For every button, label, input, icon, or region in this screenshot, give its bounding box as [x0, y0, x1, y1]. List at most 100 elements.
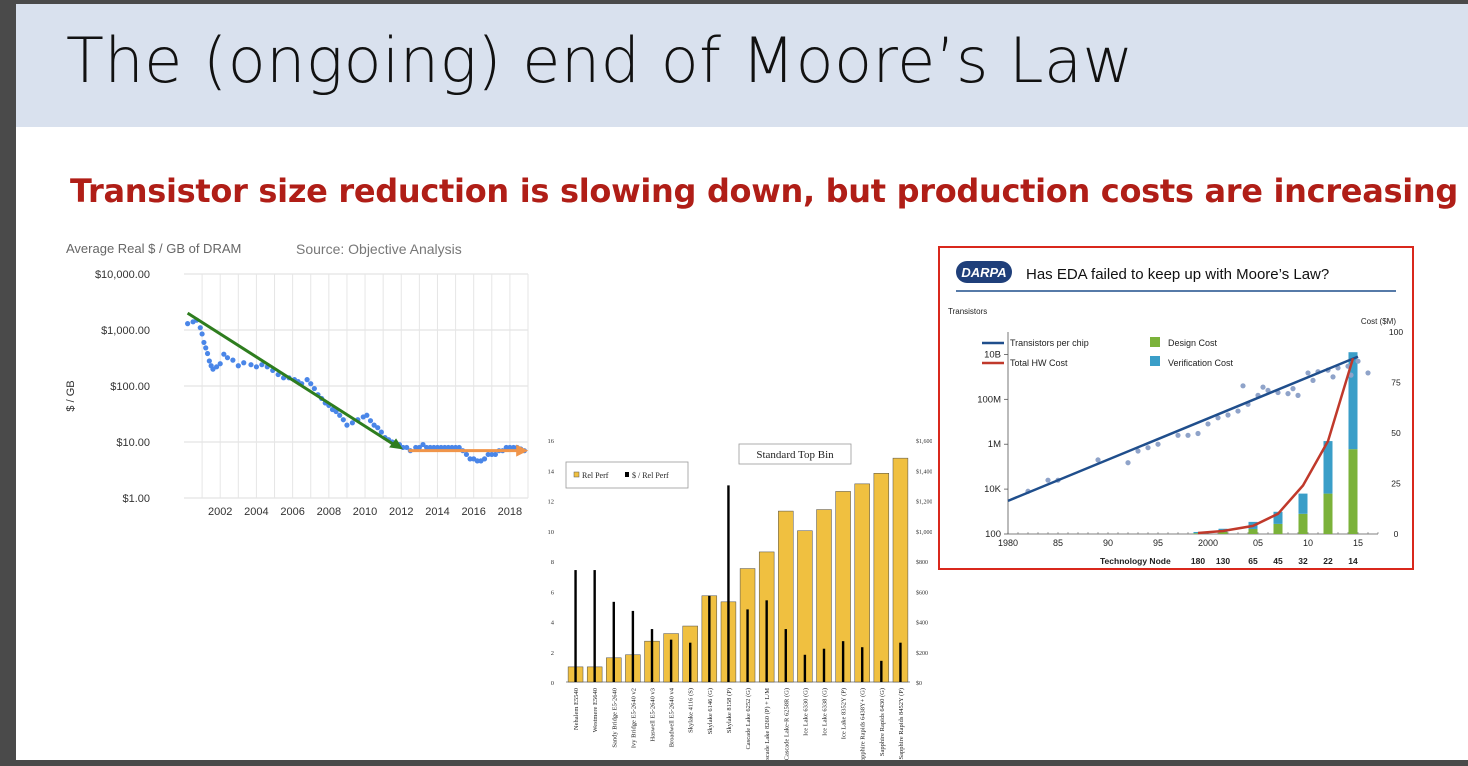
chart3-bar-design: [1193, 533, 1203, 534]
chart3-x-tick-label: 2000: [1198, 538, 1218, 548]
chart2-bar-dollar: [727, 485, 730, 682]
slide-title: The (ongoing) end of Moore’s Law: [66, 24, 1134, 97]
chart2-category-label: Ivy Bridge E5-2640 v2: [630, 688, 637, 748]
chart1-point: [185, 321, 191, 327]
chart1-point: [375, 425, 381, 431]
chart3-point: [1295, 392, 1301, 398]
chart1-point: [201, 339, 207, 346]
chart1-point: [445, 444, 451, 451]
chart2-category-label: Haswell E5-2640 v3: [650, 688, 657, 741]
chart1-ylabel: $ / GB: [65, 380, 77, 411]
chart1-x-tick-label: 2012: [389, 506, 413, 518]
chart1-grid: [184, 273, 529, 499]
chart2-bar-dollar: [822, 648, 826, 682]
chart1-point: [241, 360, 247, 366]
legend-swatch-design: [1150, 337, 1160, 347]
chart1-x-tick-label: 2016: [461, 506, 485, 518]
cpu-perf-chart: 0 2 4 6 8 10 12 14 16 $0 $200 $400 $600 $800 $1,000 $1…: [548, 438, 933, 760]
chart3-point: [1215, 415, 1221, 421]
chart3-bar-design: [1298, 513, 1308, 534]
chart3-point: [1265, 387, 1271, 394]
chart2-category-label: Skylake 6146 (G): [707, 688, 714, 734]
chart1-point: [248, 362, 254, 368]
chart3-line-transistors: [1007, 355, 1359, 503]
chart3-right-tick-label: 25: [1391, 479, 1401, 489]
chart3-bar-design: [1323, 493, 1333, 534]
chart2-bar-dollar: [689, 642, 692, 682]
chart3-x-tick-label: 85: [1053, 538, 1063, 548]
chart2-category-label: Ice Lake 8352Y (P): [841, 688, 848, 739]
chart3-point: [1195, 430, 1201, 437]
chart3-node-value: 130: [1216, 556, 1230, 566]
chart3-line-hwcost: [1197, 357, 1355, 535]
chart1-point: [349, 420, 355, 426]
chart1-point: [230, 357, 236, 363]
chart1-point: [463, 451, 470, 458]
chart1-point: [404, 444, 410, 451]
chart1-point: [442, 444, 448, 451]
chart2-bar-relperf: [873, 473, 890, 683]
chart3-node-label: Technology Node: [1100, 556, 1171, 566]
chart2-right-tick-label: $400: [916, 620, 928, 627]
chart1-point: [481, 456, 488, 462]
chart1-point: [221, 351, 227, 357]
chart3-bar-design: [1248, 528, 1258, 534]
chart2-category-label: Sapphire Rapids 6438Y+ (G): [860, 688, 867, 760]
chart1-point: [203, 345, 209, 351]
chart2-category-label: Skylake 8158 (P): [726, 688, 733, 733]
chart3-point: [1135, 448, 1141, 454]
chart1-y-ticks: $1.00 $10.00 $100.00 $1,000.00 $10,000.00: [95, 269, 150, 505]
chart1-point: [253, 364, 260, 370]
chart1-point: [434, 444, 441, 451]
chart1-point: [364, 412, 370, 418]
chart3-point: [1365, 370, 1371, 376]
chart2-category-label: Skylake 4116 (S): [688, 688, 695, 733]
chart3-bar-design: [1348, 449, 1358, 534]
chart2-category-label: Cascade Lake-R 6258R (G): [783, 688, 790, 760]
chart3-x-tick-label: 90: [1103, 538, 1113, 548]
chart3-left-tick-label: 1M: [988, 439, 1001, 450]
chart1-trend-down-arrowhead: [389, 438, 404, 450]
chart3-right-tick-label: 100: [1389, 327, 1403, 337]
chart3-right-axis-label: Cost ($M): [1361, 317, 1396, 326]
chart2-category-label: Cascade Lake 8260 (P) + L/M: [764, 688, 771, 760]
chart2-bar-dollar: [631, 610, 635, 682]
chart2-legend-swatch-dollar: [625, 472, 629, 477]
chart1-title: Average Real $ / GB of DRAM: [66, 241, 241, 256]
chart3-point: [1260, 384, 1266, 390]
chart3-node-value: 45: [1273, 556, 1283, 566]
chart1-point: [438, 444, 444, 451]
chart1-point: [510, 444, 517, 451]
chart1-y-tick-label: $10.00: [116, 437, 150, 449]
chart1-point: [304, 377, 310, 383]
chart3-point: [1310, 377, 1316, 383]
chart1-y-tick-label: $1,000.00: [101, 325, 150, 337]
chart1-point: [449, 444, 455, 451]
chart3-points: [1025, 358, 1371, 494]
chart2-bar-dollar: [574, 570, 577, 682]
chart3-x-tick-label: 95: [1153, 538, 1163, 548]
chart3-bar-verification: [1348, 352, 1358, 450]
chart1-x-tick-label: 2014: [425, 506, 449, 518]
chart2-title: Standard Top Bin: [756, 449, 834, 461]
chart3-point: [1205, 421, 1211, 427]
chart1-point: [420, 441, 426, 448]
chart2-left-tick-label: 4: [551, 620, 555, 627]
chart1-point: [427, 444, 433, 451]
chart2-category-label: Cascade Lake 6252 (G): [745, 688, 752, 750]
chart2-category-label: Broadwell E5-2640 v4: [669, 687, 676, 747]
chart1-x-tick-label: 2006: [280, 506, 304, 518]
chart2-legend-swatch-relperf: [573, 471, 580, 478]
chart3-left-axis-label: Transistors: [948, 307, 987, 316]
legend-transistors: Transistors per chip: [1010, 338, 1089, 348]
chart2-left-tick-label: 2: [551, 650, 554, 657]
chart2-right-tick-label: $200: [916, 650, 928, 657]
chart2-left-tick-label: 10: [548, 529, 555, 536]
chart3-point: [1175, 432, 1181, 438]
chart1-point: [367, 418, 374, 424]
chart2-right-tick-label: $800: [916, 559, 928, 566]
chart3-bar-verification: [1273, 511, 1283, 524]
chart3-point: [1355, 358, 1361, 364]
chart1-point: [378, 429, 384, 435]
